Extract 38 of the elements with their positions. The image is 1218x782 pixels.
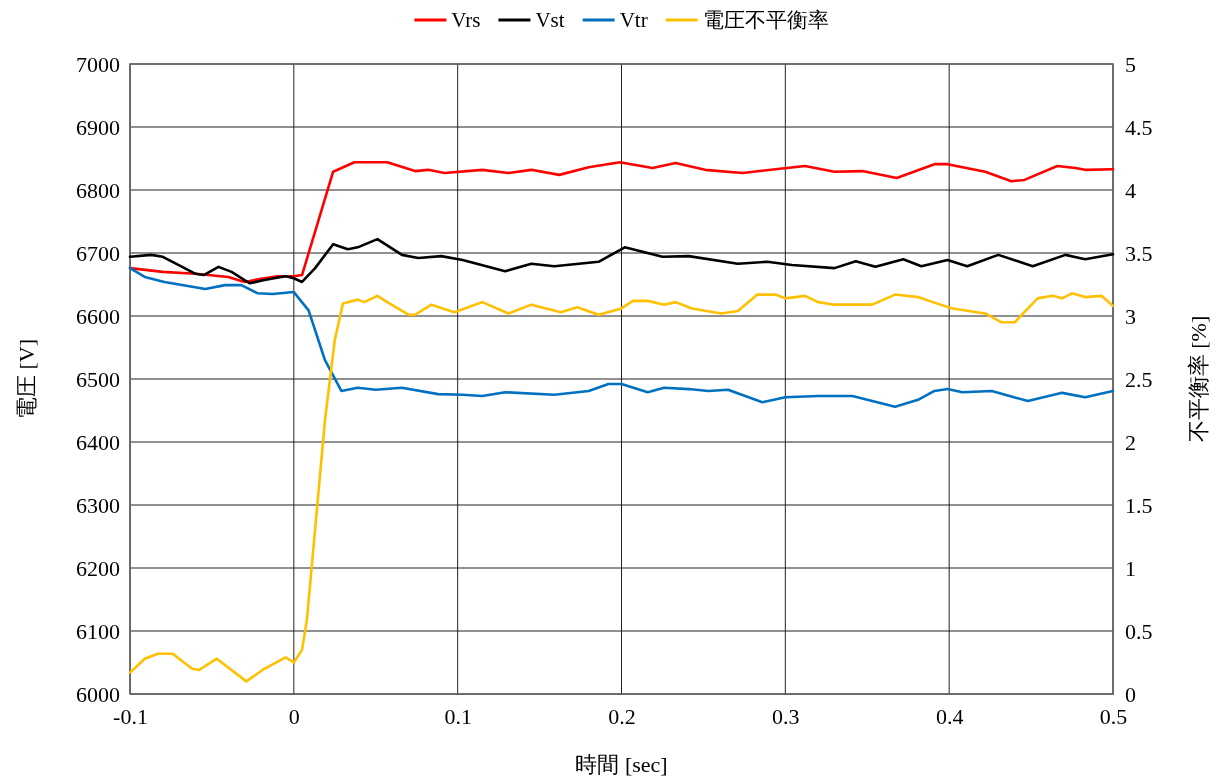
y2-tick-label: 2.5 (1125, 366, 1153, 392)
y-tick-label: 6600 (76, 303, 120, 329)
line-series (128, 292, 1115, 683)
line-series (128, 237, 1115, 285)
legend-label: Vtr (619, 8, 648, 32)
x-tick-label: 0.5 (1099, 703, 1128, 729)
y-tick-label: 6700 (76, 240, 120, 266)
y-axis-title: 電圧 [V] (14, 338, 39, 420)
x-tick-label: 0.2 (608, 703, 636, 729)
y-tick-label: 7000 (76, 51, 120, 77)
line-series (128, 266, 1115, 409)
line-series (128, 160, 1115, 284)
y-tick-label: 6300 (76, 492, 120, 518)
y-tick-label: 6200 (76, 555, 120, 581)
y-tick-label: 6500 (76, 366, 120, 392)
x-axis-title: 時間 [sec] (575, 752, 668, 777)
x-tick-label: 0.1 (444, 703, 472, 729)
y-tick-label: 6900 (76, 114, 120, 140)
y2-tick-label: 1 (1125, 555, 1136, 581)
legend-label: Vst (535, 8, 565, 32)
x-tick-label: 0.3 (772, 703, 800, 729)
y2-tick-label: 0 (1125, 681, 1136, 707)
x-tick-label: 0 (288, 703, 300, 729)
y2-tick-label: 3 (1125, 303, 1136, 329)
y-tick-label: 6800 (76, 177, 120, 203)
y2-axis-title: 不平衡率 [%] (1186, 315, 1211, 443)
y-tick-label: 6400 (76, 429, 120, 455)
legend-label: 電圧不平衡率 (702, 8, 829, 32)
x-tick-label: 0.4 (935, 703, 964, 729)
y2-tick-label: 4.5 (1125, 114, 1153, 140)
y2-tick-label: 2 (1125, 429, 1136, 455)
y-tick-label: 6100 (76, 618, 120, 644)
y2-tick-label: 0.5 (1125, 618, 1153, 644)
y2-tick-label: 3.5 (1125, 240, 1153, 266)
legend-label: Vrs (451, 8, 481, 32)
y2-tick-label: 4 (1125, 177, 1136, 203)
y2-tick-label: 1.5 (1125, 492, 1153, 518)
y2-tick-label: 5 (1125, 51, 1136, 77)
